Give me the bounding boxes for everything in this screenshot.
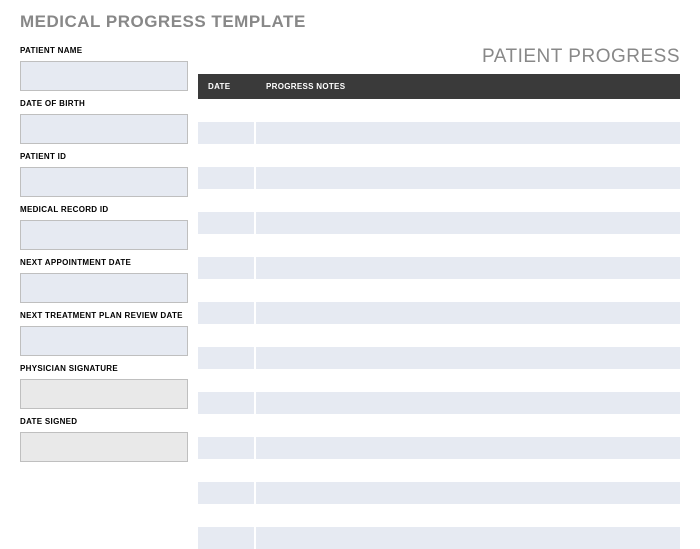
notes-cell[interactable] xyxy=(256,279,680,302)
field-label: DATE OF BIRTH xyxy=(20,99,188,108)
date-cell[interactable] xyxy=(198,347,256,370)
field-label: PHYSICIAN SIGNATURE xyxy=(20,364,188,373)
patient-info-sidebar: PATIENT NAME DATE OF BIRTH PATIENT ID ME… xyxy=(20,46,188,549)
progress-table-body xyxy=(198,99,680,549)
date-cell[interactable] xyxy=(198,437,256,460)
table-row xyxy=(198,167,680,190)
patient-name-input[interactable] xyxy=(20,61,188,91)
date-cell[interactable] xyxy=(198,414,256,437)
field-physician-signature: PHYSICIAN SIGNATURE xyxy=(20,364,188,409)
date-cell[interactable] xyxy=(198,482,256,505)
date-cell[interactable] xyxy=(198,302,256,325)
notes-cell[interactable] xyxy=(256,302,680,325)
notes-cell[interactable] xyxy=(256,482,680,505)
table-row xyxy=(198,99,680,122)
date-cell[interactable] xyxy=(198,369,256,392)
dob-input[interactable] xyxy=(20,114,188,144)
notes-cell[interactable] xyxy=(256,144,680,167)
field-patient-id: PATIENT ID xyxy=(20,152,188,197)
progress-section: PATIENT PROGRESS DATE PROGRESS NOTES xyxy=(198,46,680,549)
notes-cell[interactable] xyxy=(256,392,680,415)
field-label: NEXT APPOINTMENT DATE xyxy=(20,258,188,267)
physician-signature-input[interactable] xyxy=(20,379,188,409)
date-cell[interactable] xyxy=(198,527,256,549)
treatment-plan-review-input[interactable] xyxy=(20,326,188,356)
notes-cell[interactable] xyxy=(256,189,680,212)
notes-cell[interactable] xyxy=(256,527,680,549)
field-label: MEDICAL RECORD ID xyxy=(20,205,188,214)
table-row xyxy=(198,437,680,460)
table-row xyxy=(198,459,680,482)
table-row xyxy=(198,392,680,415)
notes-cell[interactable] xyxy=(256,167,680,190)
notes-cell[interactable] xyxy=(256,347,680,370)
notes-cell[interactable] xyxy=(256,459,680,482)
date-cell[interactable] xyxy=(198,234,256,257)
notes-cell[interactable] xyxy=(256,324,680,347)
date-cell[interactable] xyxy=(198,144,256,167)
table-row xyxy=(198,212,680,235)
notes-cell[interactable] xyxy=(256,437,680,460)
table-row xyxy=(198,527,680,549)
form-layout: PATIENT NAME DATE OF BIRTH PATIENT ID ME… xyxy=(20,46,680,549)
page-title: MEDICAL PROGRESS TEMPLATE xyxy=(20,12,680,32)
table-row xyxy=(198,302,680,325)
field-next-appointment: NEXT APPOINTMENT DATE xyxy=(20,258,188,303)
notes-cell[interactable] xyxy=(256,257,680,280)
table-row xyxy=(198,324,680,347)
date-cell[interactable] xyxy=(198,257,256,280)
date-cell[interactable] xyxy=(198,392,256,415)
field-label: DATE SIGNED xyxy=(20,417,188,426)
table-row xyxy=(198,347,680,370)
next-appointment-input[interactable] xyxy=(20,273,188,303)
table-row xyxy=(198,257,680,280)
table-row xyxy=(198,414,680,437)
medical-record-id-input[interactable] xyxy=(20,220,188,250)
notes-cell[interactable] xyxy=(256,504,680,527)
field-medical-record-id: MEDICAL RECORD ID xyxy=(20,205,188,250)
table-row xyxy=(198,144,680,167)
field-label: PATIENT NAME xyxy=(20,46,188,55)
notes-cell[interactable] xyxy=(256,212,680,235)
notes-cell[interactable] xyxy=(256,414,680,437)
date-cell[interactable] xyxy=(198,122,256,145)
table-row xyxy=(198,369,680,392)
date-cell[interactable] xyxy=(198,189,256,212)
table-row xyxy=(198,234,680,257)
table-row xyxy=(198,122,680,145)
progress-notes-table: DATE PROGRESS NOTES xyxy=(198,74,680,549)
column-header-date: DATE xyxy=(198,74,256,99)
field-date-signed: DATE SIGNED xyxy=(20,417,188,462)
section-title: PATIENT PROGRESS xyxy=(198,46,680,68)
table-row xyxy=(198,279,680,302)
field-treatment-plan-review: NEXT TREATMENT PLAN REVIEW DATE xyxy=(20,311,188,356)
table-header-row: DATE PROGRESS NOTES xyxy=(198,74,680,99)
notes-cell[interactable] xyxy=(256,234,680,257)
column-header-notes: PROGRESS NOTES xyxy=(256,74,680,99)
table-row xyxy=(198,189,680,212)
date-cell[interactable] xyxy=(198,167,256,190)
date-cell[interactable] xyxy=(198,459,256,482)
notes-cell[interactable] xyxy=(256,122,680,145)
date-cell[interactable] xyxy=(198,279,256,302)
notes-cell[interactable] xyxy=(256,369,680,392)
field-dob: DATE OF BIRTH xyxy=(20,99,188,144)
date-cell[interactable] xyxy=(198,324,256,347)
date-cell[interactable] xyxy=(198,504,256,527)
table-row xyxy=(198,504,680,527)
patient-id-input[interactable] xyxy=(20,167,188,197)
date-cell[interactable] xyxy=(198,212,256,235)
date-cell[interactable] xyxy=(198,99,256,122)
notes-cell[interactable] xyxy=(256,99,680,122)
field-label: PATIENT ID xyxy=(20,152,188,161)
field-label: NEXT TREATMENT PLAN REVIEW DATE xyxy=(20,311,188,320)
table-row xyxy=(198,482,680,505)
field-patient-name: PATIENT NAME xyxy=(20,46,188,91)
date-signed-input[interactable] xyxy=(20,432,188,462)
